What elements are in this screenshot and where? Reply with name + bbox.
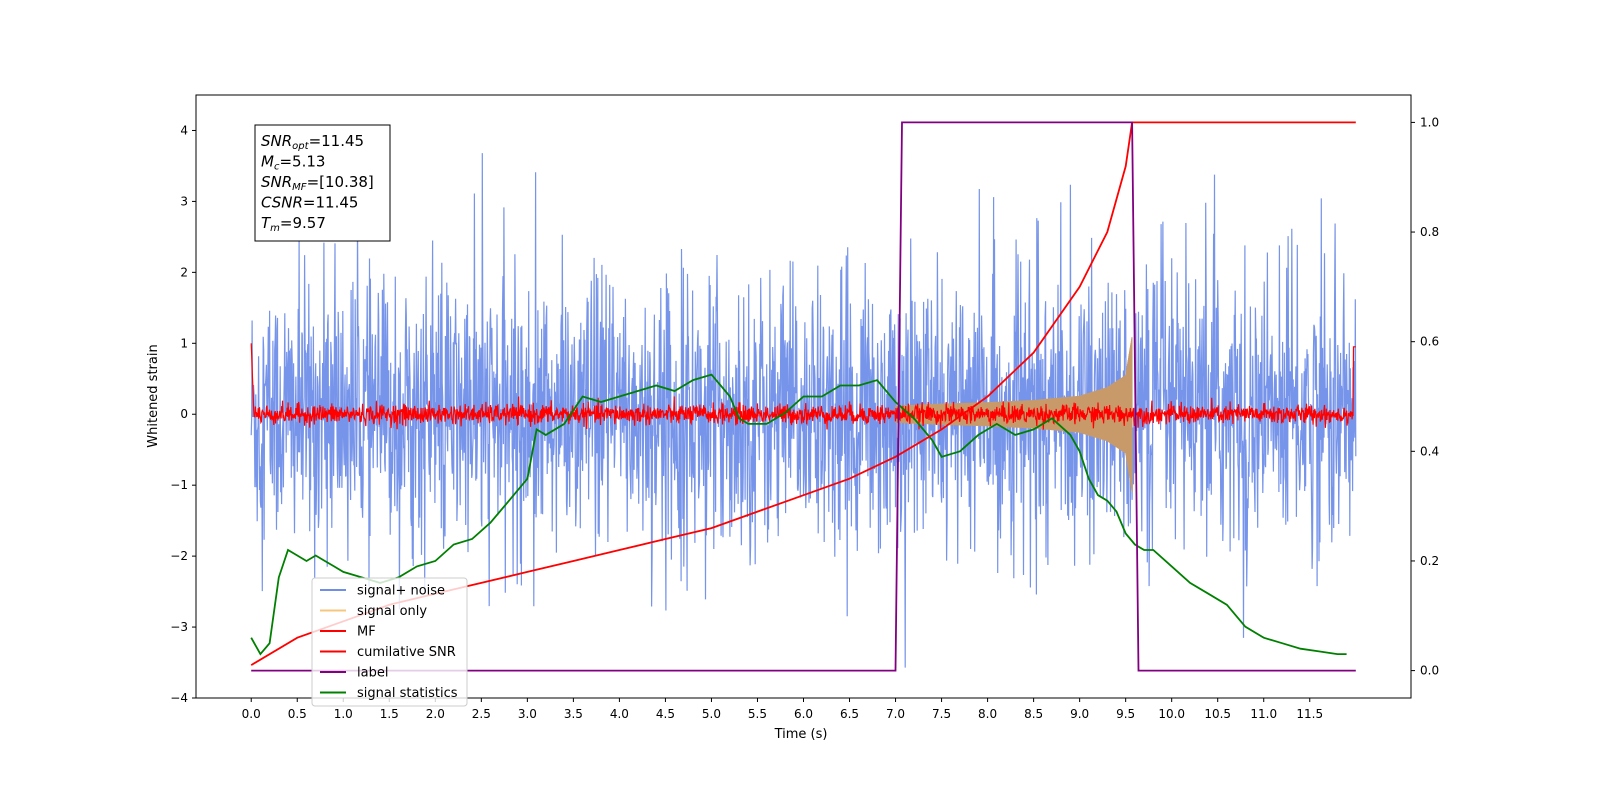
x-axis: 0.0 0.5 1.0 1.5 2.0 2.5 3.0 3.5 4.0 4.5 5.0 5.5 6.0 6…: [242, 698, 1323, 721]
y-axis-right: 0.0 0.2 0.4 0.6 0.8 1.0: [1411, 115, 1439, 678]
x-tick-label: 4.5: [656, 707, 675, 721]
x-tick-label: 2.5: [472, 707, 491, 721]
x-tick-label: 0.0: [242, 707, 261, 721]
legend-label: MF: [357, 625, 376, 640]
y-tick-label-left: 0: [180, 407, 188, 421]
legend-label: cumilative SNR: [357, 645, 456, 660]
y-tick-label-left: 1: [180, 336, 188, 350]
y-tick-label-left: −3: [170, 620, 188, 634]
legend-label: signal only: [357, 604, 427, 619]
x-tick-label: 10.0: [1158, 707, 1185, 721]
x-tick-label: 11.5: [1296, 707, 1323, 721]
y-tick-label-left: −4: [170, 691, 188, 705]
y-tick-label-left: 2: [180, 265, 188, 279]
x-tick-label: 8.5: [1024, 707, 1043, 721]
x-axis-label: Time (s): [774, 727, 828, 742]
x-tick-label: 11.0: [1250, 707, 1277, 721]
annotation-frame: [254, 124, 391, 242]
annotation-line: SNRMF=[10.38]: [261, 173, 374, 193]
x-tick-label: 0.5: [288, 707, 307, 721]
x-tick-label: 10.5: [1204, 707, 1231, 721]
x-tick-label: 5.5: [748, 707, 767, 721]
x-tick-label: 9.5: [1116, 707, 1135, 721]
y-axis-left: −4 −3 −2 −1 0 1 2 3 4: [170, 123, 196, 705]
line-label: [251, 121, 1356, 672]
annotation-line: Tm=9.57: [261, 214, 326, 234]
legend-label: signal+ noise: [357, 584, 445, 599]
annotation-box: SNRopt=11.45Mc=5.13SNRMF=[10.38]CSNR=11.…: [254, 124, 391, 242]
y-tick-label-right: 0.0: [1420, 664, 1439, 678]
y-tick-label-right: 1.0: [1420, 115, 1439, 129]
x-tick-label: 1.5: [380, 707, 399, 721]
x-tick-label: 3.5: [564, 707, 583, 721]
x-tick-label: 7.5: [932, 707, 951, 721]
y-tick-label-left: −2: [170, 549, 188, 563]
y-tick-label-left: 3: [180, 194, 188, 208]
y-tick-label-right: 0.6: [1420, 335, 1439, 349]
x-tick-label: 3.0: [518, 707, 537, 721]
y-tick-label-left: −1: [170, 478, 188, 492]
legend-label: signal statistics: [357, 686, 458, 701]
mf-line: [250, 343, 1356, 430]
x-tick-label: 5.0: [702, 707, 721, 721]
y-axis-label-left: Whitened strain: [146, 344, 161, 447]
x-tick-label: 7.0: [886, 707, 905, 721]
x-tick-label: 8.0: [978, 707, 997, 721]
y-tick-label-right: 0.2: [1420, 554, 1439, 568]
annotation-line: Mc=5.13: [261, 153, 325, 173]
series-mf: [250, 343, 1356, 430]
y-tick-label-right: 0.8: [1420, 225, 1439, 239]
y-tick-label-left: 4: [180, 123, 188, 137]
signal-only-line: [894, 337, 1133, 493]
series-signal-only: [894, 337, 1133, 493]
x-tick-label: 6.5: [840, 707, 859, 721]
x-tick-label: 2.0: [426, 707, 445, 721]
x-tick-label: 1.0: [334, 707, 353, 721]
annotation-line: SNRopt=11.45: [261, 132, 364, 152]
x-tick-label: 9.0: [1070, 707, 1089, 721]
legend: signal+ noise signal only MF cumilative SNR…: [311, 577, 468, 707]
annotation-line: CSNR=11.45: [261, 194, 358, 212]
legend-frame: [311, 577, 468, 707]
x-tick-label: 6.0: [794, 707, 813, 721]
legend-label: label: [357, 666, 388, 681]
x-tick-label: 4.0: [610, 707, 629, 721]
y-tick-label-right: 0.4: [1420, 444, 1439, 458]
